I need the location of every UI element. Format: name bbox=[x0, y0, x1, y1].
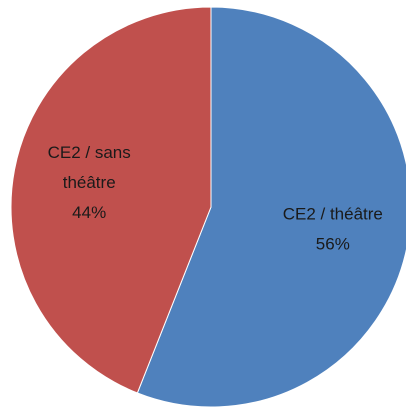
slice-label: CE2 / sans théâtre bbox=[48, 143, 131, 192]
slice-value-label: 56% bbox=[316, 235, 350, 254]
pie-slice bbox=[10, 6, 212, 394]
slice-value-label: 44% bbox=[72, 203, 106, 222]
slice-label: CE2 / théâtre bbox=[283, 205, 383, 224]
pie-slice bbox=[136, 6, 406, 408]
